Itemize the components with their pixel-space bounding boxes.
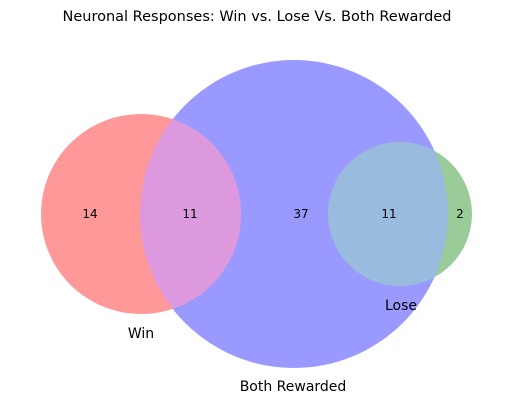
both-rewarded-circle — [140, 60, 448, 368]
win-both-overlap — [140, 114, 241, 314]
both-lose-count: 11 — [381, 207, 396, 221]
lose-only-count: 2 — [456, 207, 464, 221]
win-both-count: 11 — [182, 207, 197, 221]
both-only-count: 37 — [293, 207, 308, 221]
lose-label: Lose — [385, 298, 417, 314]
diagram-title: Neuronal Responses: Win vs. Lose Vs. Bot… — [63, 9, 452, 25]
both-rewarded-label: Both Rewarded — [240, 379, 347, 395]
win-label: Win — [128, 326, 154, 342]
both-lose-overlap — [328, 142, 448, 286]
win-only-count: 14 — [82, 207, 97, 221]
